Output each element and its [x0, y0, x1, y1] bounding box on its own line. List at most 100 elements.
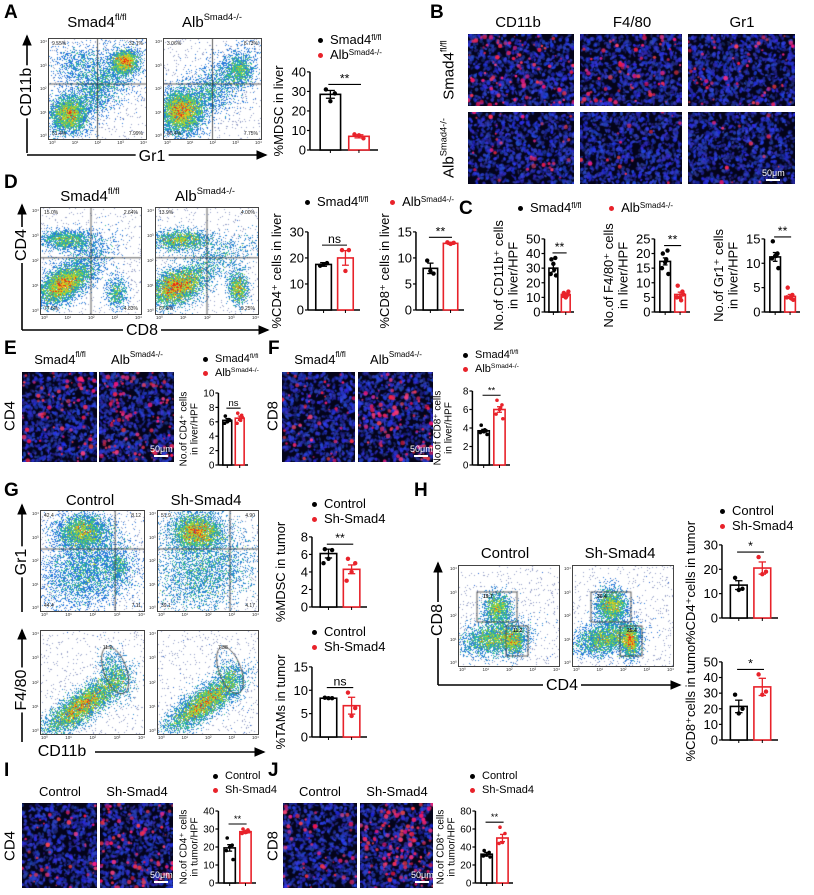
data-point [665, 248, 670, 253]
title-base: Smad4 [34, 352, 76, 367]
x-tick-label: 10¹ [181, 735, 189, 740]
data-point [756, 554, 761, 560]
legend-sup: fl/fl [371, 33, 382, 42]
quadrant-upper-right-value: 2.64% [123, 210, 138, 216]
x-tick-label: 10² [89, 735, 97, 740]
bar-chart-cd4-liver: 0 10 20 30 %CD4⁺ cells in liver ns [269, 213, 360, 329]
legend-label: Smad4 [475, 349, 510, 361]
bar-chart-cd4-tumor-hpf: 0 10 20 30 40 No.of CD4⁺ cells in tumor/HPF ** [179, 807, 256, 890]
y-axis-label: in liver/HPF [726, 242, 741, 309]
data-point [481, 854, 486, 858]
x-tick-label: 10⁴ [252, 612, 259, 617]
data-point [553, 273, 559, 278]
data-point [500, 840, 505, 845]
data-point [353, 705, 358, 711]
flow-plot-alb-ko-cd11b-gr1: 3.06% 8.73% 80.4% 7.75% 10⁰ 10⁰ 10¹ 10¹ 10² 10² 10… [155, 38, 262, 145]
significance-label: ** [555, 240, 565, 254]
panel-letter-e: E [4, 338, 17, 359]
bar [234, 417, 245, 466]
x-tick-label: 10² [94, 140, 102, 145]
x-tick-label: 10² [204, 315, 211, 320]
y-tick-label: 10⁰ [40, 133, 47, 138]
data-point [503, 831, 507, 836]
legend-sup: Smad4-/- [490, 363, 519, 370]
data-point [356, 133, 362, 138]
legend-item-smad4-fl: Smad4fl/fl [463, 348, 519, 362]
x-tick-label: 10³ [111, 315, 119, 320]
y-axis-label: No.of Gr1⁺ cells [711, 229, 726, 322]
data-point [485, 432, 489, 437]
y-tick-label: 10³ [40, 62, 47, 68]
significance-label: * [748, 539, 753, 553]
y-tick-label: 10³ [564, 589, 571, 595]
y-tick-label: 10⁴ [32, 208, 39, 213]
micrograph-gr1-smad4-fl [688, 34, 795, 106]
data-point [678, 298, 684, 303]
x-tick-label: 10⁴ [553, 667, 560, 672]
y-tick-label: 30 [203, 825, 215, 836]
flow-density-plot [573, 566, 673, 666]
data-point [479, 423, 483, 428]
bar-chart-cd4-tumor: 0 10 20 30 %CD4⁺cells in tumor * [683, 520, 778, 642]
y-axis-label-gr1: Gr1 [13, 546, 31, 578]
y-axis-label: %CD8⁺cells in tumor [683, 640, 698, 762]
y-tick-label: 10² [40, 86, 47, 91]
quadrant-upper-right-value: 8.12 [131, 513, 141, 519]
y-tick-label: 5 [301, 706, 308, 721]
flow-density-plot [158, 511, 258, 611]
bar-chart-cd8-tumor-hpf: 0 20 40 60 80 No.of CD8⁺ cells in tumor/HPF ** [436, 807, 513, 890]
title-sup: Smad4-/- [388, 350, 422, 359]
y-tick-label: 10 [293, 683, 307, 698]
x-tick-label: 10² [205, 735, 212, 740]
column-header-gr1: Gr1 [729, 14, 755, 31]
legend-g-tams: Control Sh-Smad4 [312, 624, 385, 654]
y-tick-label: 40 [291, 64, 305, 79]
legend-item-control: Control [312, 496, 385, 511]
y-tick-label: 10² [147, 258, 154, 263]
y-tick-label: 20 [526, 275, 540, 290]
y-tick-label: 50 [703, 654, 717, 669]
scale-bar-f: 50μm [410, 444, 433, 457]
panel-letter-h: H [414, 480, 428, 501]
row-label-smad4-fl: Smad4fl/fl [439, 38, 458, 102]
row-label-alb-ko: AlbSmad4-/- [439, 116, 458, 180]
gate-value: 30.4 [597, 594, 607, 600]
bar [239, 830, 252, 884]
significance-label: ** [668, 233, 678, 247]
data-point [760, 571, 765, 577]
quadrant-lower-right-value: 7.75% [243, 131, 258, 137]
flow-plot-smad4-fl-cd11b-gr1: 9.55% 32.1% 51.4% 7.99% 10⁰ 10⁰ 10¹ 10¹ 10² 10² 10… [40, 38, 147, 145]
legend-dot [312, 645, 317, 651]
legend-dot [518, 206, 523, 212]
y-tick-label: 2 [209, 446, 215, 457]
y-tick-label: 10⁰ [564, 660, 571, 665]
y-axis-label: No.of CD8⁺ cells [433, 391, 444, 466]
x-tick-label: 10¹ [65, 612, 72, 617]
y-tick-label: 6 [463, 405, 469, 416]
data-point [788, 296, 794, 301]
scale-bar-label: 50μm [150, 870, 173, 880]
legend-dot [213, 773, 218, 779]
y-tick-label: 10¹ [155, 109, 162, 115]
title-sh-smad4: Sh-Smad4 [584, 545, 656, 562]
micrograph-cd4-control [22, 803, 97, 888]
x-tick-label: 10⁴ [140, 140, 147, 145]
y-tick-label: 10¹ [32, 283, 39, 288]
bar [342, 568, 361, 608]
y-axis-label: %CD4⁺ cells in liver [269, 213, 284, 329]
legend-item-alb-ko: AlbSmad4-/- [609, 200, 673, 215]
data-point [498, 825, 502, 829]
y-tick-label: 30 [291, 84, 305, 99]
quadrant-lower-right-value: 7.11 [131, 603, 141, 609]
legend-label: Smad4 [330, 32, 372, 47]
y-tick-label: 10³ [450, 589, 457, 595]
legend-label: Sh-Smad4 [324, 511, 386, 526]
title-control: Control [39, 784, 81, 799]
data-point [566, 289, 571, 294]
x-tick-label: 10¹ [482, 667, 490, 672]
x-tick-label: 10³ [228, 612, 236, 617]
x-tick-label: 10⁰ [164, 140, 171, 145]
data-point [681, 292, 686, 297]
quadrant-upper-right-value: 4.90 [245, 513, 255, 519]
y-axis-label: No.of CD4⁺ cells [179, 392, 190, 467]
